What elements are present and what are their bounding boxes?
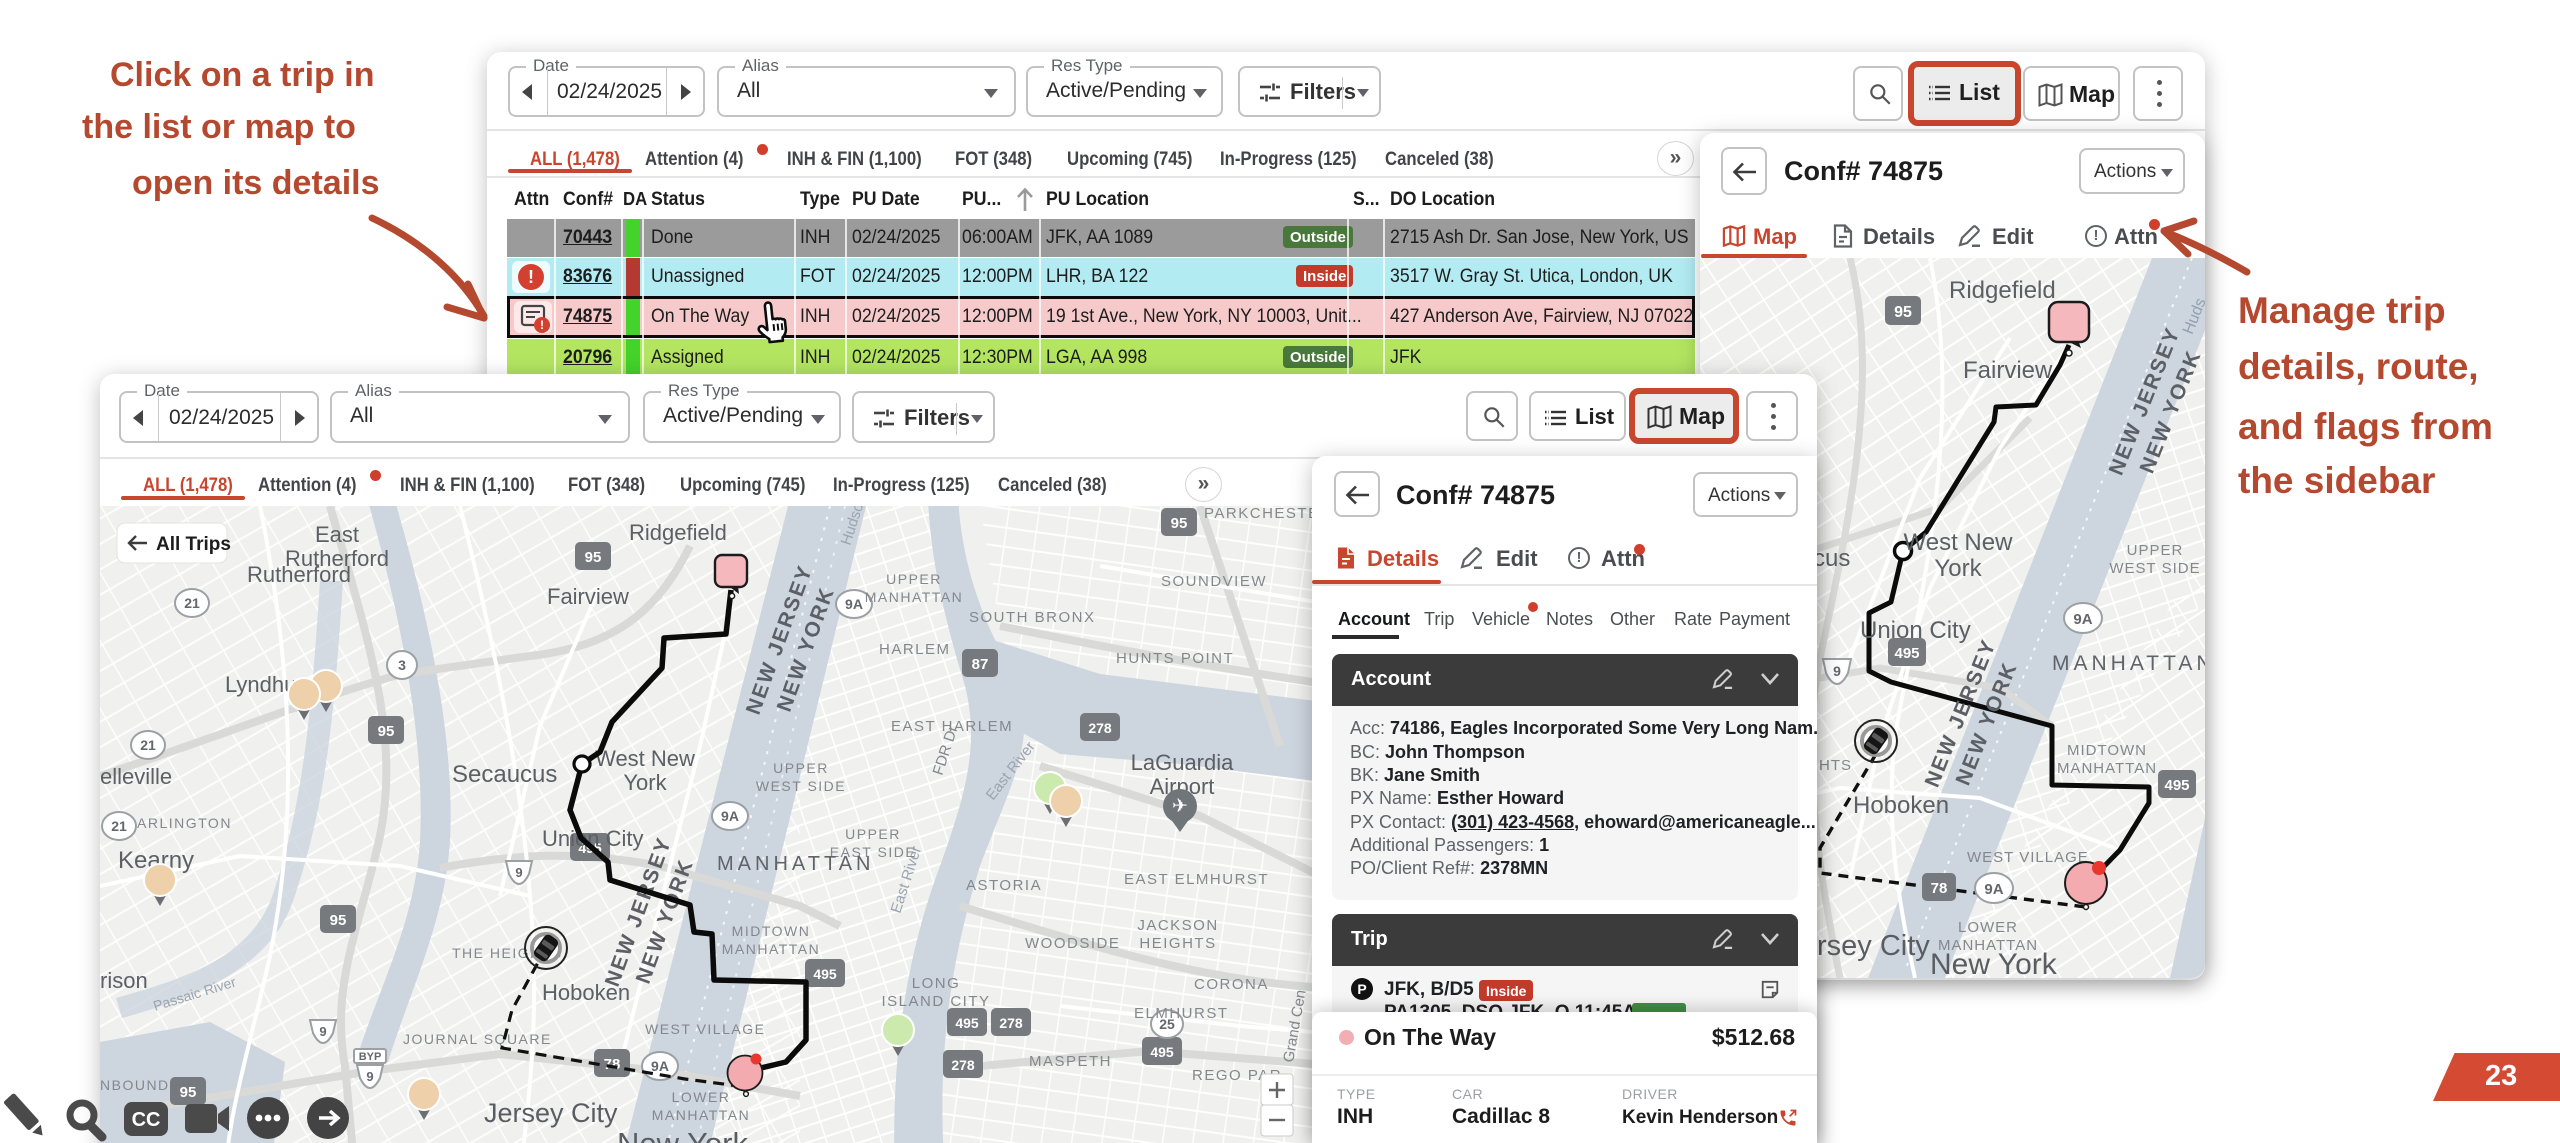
svg-text:9A: 9A [845,596,863,612]
svg-text:UPPER: UPPER [845,826,901,842]
svg-text:LOWER: LOWER [1958,919,2018,936]
svg-text:West New: West New [595,746,695,771]
svg-text:87: 87 [972,656,989,673]
svg-text:21: 21 [140,737,156,753]
svg-text:rsey City: rsey City [1817,930,1930,962]
svg-text:ELMHURST: ELMHURST [1134,1005,1229,1022]
svg-text:EAST HARLEM: EAST HARLEM [891,718,1013,735]
svg-text:HARLEM: HARLEM [879,641,951,658]
svg-text:EAST ELMHURST: EAST ELMHURST [1124,871,1269,888]
svg-text:278: 278 [951,1057,975,1073]
svg-text:MANHATTAN: MANHATTAN [2057,760,2157,777]
svg-text:9A: 9A [651,1058,669,1074]
svg-text:York: York [1934,555,1982,582]
svg-text:MIDTOWN: MIDTOWN [732,923,811,939]
svg-text:HEIGHTS: HEIGHTS [1139,935,1216,952]
svg-text:95: 95 [378,723,395,740]
svg-text:rison: rison [100,968,148,993]
svg-text:Ridgefield: Ridgefield [1949,277,2056,304]
svg-text:HUNTS POINT: HUNTS POINT [1116,650,1234,667]
svg-text:495: 495 [1894,645,1919,662]
svg-text:Secaucus: Secaucus [452,761,557,788]
svg-text:495: 495 [813,966,837,982]
svg-text:9: 9 [515,865,522,880]
svg-text:SOUNDVIEW: SOUNDVIEW [1161,573,1267,590]
svg-text:ARLINGTON: ARLINGTON [137,815,232,831]
svg-text:Fairview: Fairview [547,584,629,609]
svg-text:9: 9 [319,1024,326,1039]
svg-text:JOURNAL SQUARE: JOURNAL SQUARE [403,1031,552,1047]
svg-text:495: 495 [955,1015,979,1031]
svg-text:BYP: BYP [359,1051,382,1063]
svg-text:MANHATTAN: MANHATTAN [865,589,964,605]
svg-text:PARKCHESTER: PARKCHESTER [1204,506,1332,522]
svg-text:UPPER: UPPER [773,760,829,776]
svg-text:Ridgefield: Ridgefield [629,520,727,545]
svg-text:9A: 9A [2073,611,2092,628]
svg-text:MANHATTAN: MANHATTAN [652,1107,751,1123]
svg-text:MASPETH: MASPETH [1029,1053,1112,1070]
svg-text:Jersey City: Jersey City [484,1098,618,1128]
svg-text:Hoboken: Hoboken [1853,792,1949,819]
svg-text:New York: New York [617,1126,748,1143]
svg-text:CORONA: CORONA [1194,976,1269,993]
svg-text:MANHATTAN: MANHATTAN [722,941,821,957]
svg-text:West New: West New [1904,529,2014,556]
svg-text:HTS: HTS [1819,757,1852,774]
svg-text:WOODSIDE: WOODSIDE [1025,935,1120,952]
svg-text:York: York [623,770,667,795]
svg-text:UPPER: UPPER [2127,542,2184,559]
svg-text:MIDTOWN: MIDTOWN [2067,742,2147,759]
svg-text:95: 95 [330,912,347,929]
svg-text:East: East [315,522,359,547]
svg-text:495: 495 [1150,1044,1174,1060]
svg-text:278: 278 [999,1015,1023,1031]
svg-text:MANHATTAN: MANHATTAN [2052,652,2205,675]
svg-text:9A: 9A [1984,881,2003,898]
svg-text:!: ! [540,318,544,332]
svg-text:ISLAND CITY: ISLAND CITY [881,993,990,1010]
svg-text:WEST VILLAGE: WEST VILLAGE [1967,849,2089,866]
svg-text:SOUTH BRONX: SOUTH BRONX [969,609,1096,626]
svg-text:25: 25 [1159,1016,1175,1032]
svg-text:MANHATTAN: MANHATTAN [1938,937,2038,954]
svg-text:WEST VILLAGE: WEST VILLAGE [645,1021,765,1037]
svg-text:UPPER: UPPER [886,571,942,587]
svg-text:Hoboken: Hoboken [542,980,630,1005]
svg-text:elleville: elleville [100,764,172,789]
svg-text:3: 3 [398,657,406,673]
svg-text:WEST SIDE: WEST SIDE [2109,560,2200,577]
svg-text:Fairview: Fairview [1963,357,2053,384]
svg-text:Rutherford: Rutherford [247,562,351,587]
svg-text:EAST SIDE: EAST SIDE [830,844,916,860]
svg-text:✈: ✈ [1172,796,1188,817]
svg-text:278: 278 [1088,720,1112,736]
svg-text:NBOUND: NBOUND [100,1077,170,1093]
svg-text:95: 95 [585,549,602,566]
svg-text:ASTORIA: ASTORIA [966,877,1042,894]
svg-text:Rutherford: Rutherford [285,546,389,571]
svg-text:New York: New York [1930,948,2058,978]
svg-text:LaGuardia: LaGuardia [1131,750,1235,775]
svg-text:78: 78 [604,1056,621,1073]
svg-text:495: 495 [2164,777,2189,794]
svg-text:LOWER: LOWER [672,1089,731,1105]
svg-text:78: 78 [1931,880,1948,897]
svg-text:REGO PAR: REGO PAR [1192,1067,1282,1084]
svg-text:21: 21 [111,818,127,834]
svg-text:95: 95 [1171,515,1188,532]
svg-text:cus: cus [1813,545,1850,572]
svg-text:WEST SIDE: WEST SIDE [756,778,846,794]
svg-text:95: 95 [1894,304,1912,321]
svg-text:9: 9 [366,1069,373,1084]
svg-text:All Trips: All Trips [156,534,231,555]
svg-text:95: 95 [180,1084,197,1101]
svg-text:JACKSON: JACKSON [1137,917,1218,934]
svg-text:MANHATTAN: MANHATTAN [717,853,874,875]
svg-text:21: 21 [184,595,200,611]
svg-text:9A: 9A [721,808,739,824]
svg-text:LONG: LONG [912,975,961,992]
svg-text:9: 9 [1833,663,1841,679]
